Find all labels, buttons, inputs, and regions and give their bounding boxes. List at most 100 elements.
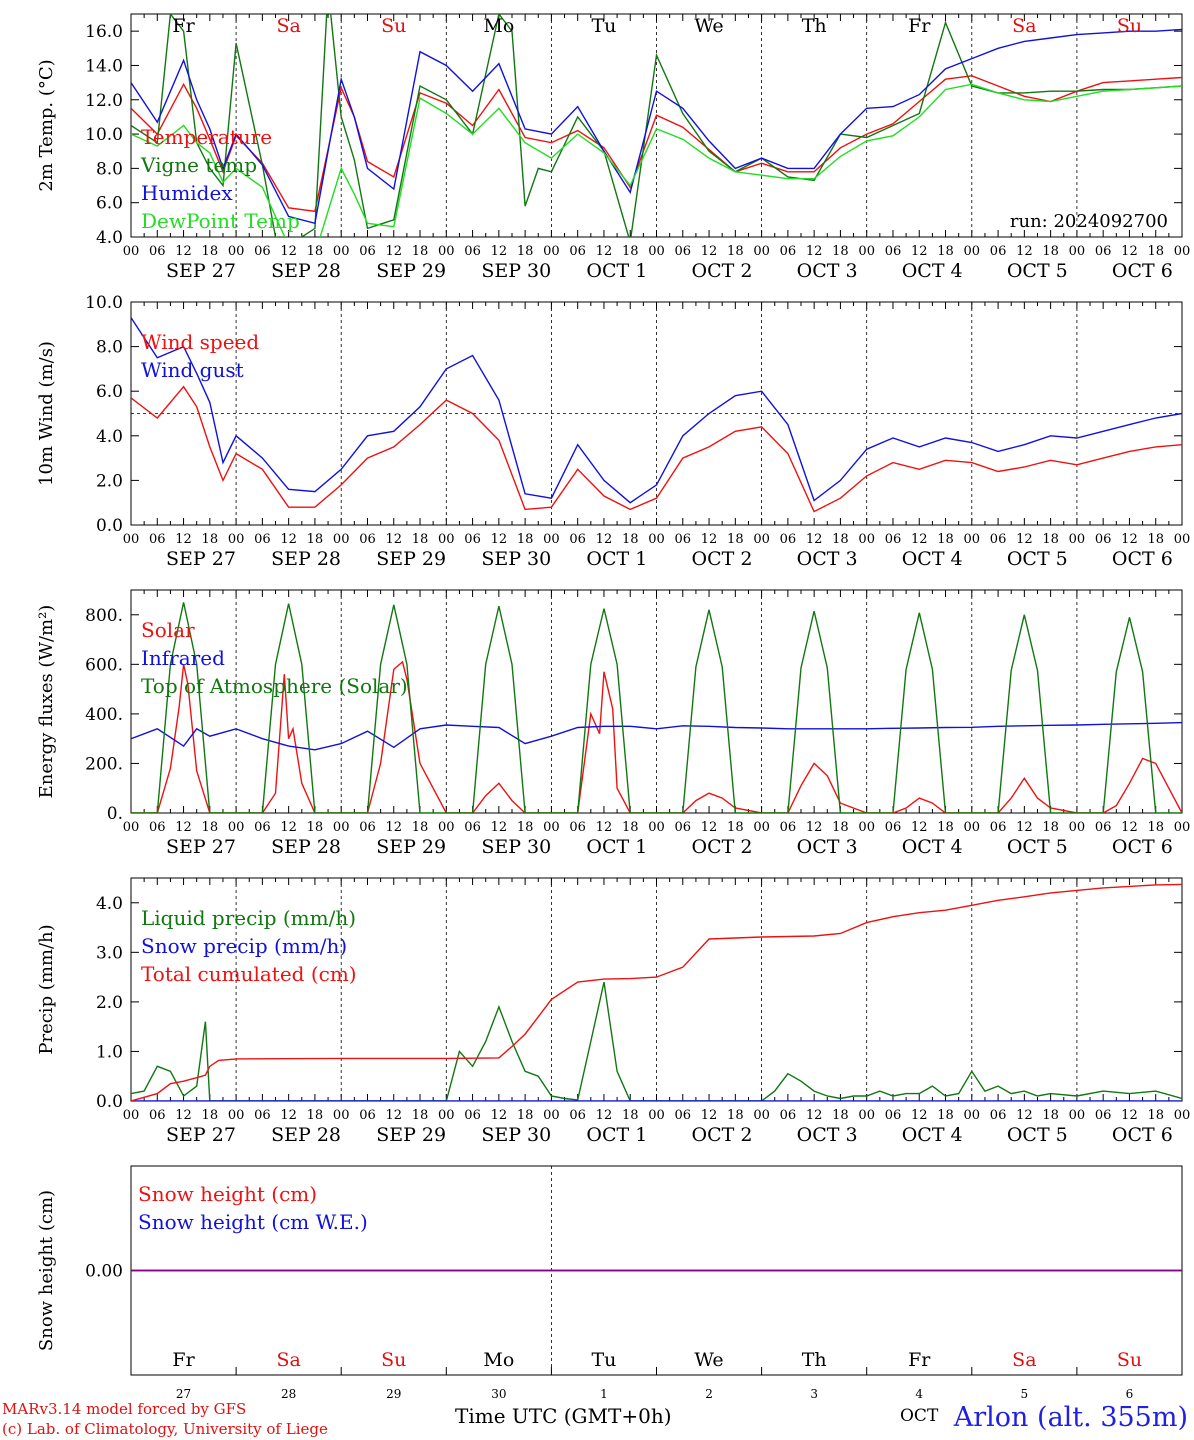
hour-tick-label: 06 (780, 532, 797, 547)
hour-tick-label: 18 (622, 244, 639, 259)
hour-tick-label: 18 (937, 1108, 954, 1123)
hour-tick-label: 12 (701, 244, 718, 259)
hour-tick-label: 06 (254, 1108, 271, 1123)
hour-tick-label: 18 (412, 532, 429, 547)
hour-tick-label: 00 (123, 532, 140, 547)
hour-tick-label: 12 (175, 1108, 192, 1123)
weekday-label: Tu (591, 15, 616, 37)
bottom-weekday-label: Mo (483, 1349, 514, 1371)
hour-tick-label: 18 (1042, 244, 1059, 259)
y-axis-label: Snow height (cm) (36, 1190, 57, 1351)
hour-tick-label: 00 (648, 244, 665, 259)
hour-tick-label: 18 (622, 532, 639, 547)
date-label: OCT 1 (586, 836, 647, 858)
y-tick-label: 4.0 (96, 228, 123, 248)
hour-tick-label: 12 (911, 820, 928, 835)
hour-tick-label: 18 (517, 532, 534, 547)
hour-tick-label: 12 (1016, 532, 1033, 547)
hour-tick-label: 18 (202, 1108, 219, 1123)
hour-tick-label: 00 (438, 532, 455, 547)
date-label: SEP 28 (271, 1124, 341, 1146)
legend-entry: Humidex (141, 181, 233, 205)
hour-tick-label: 00 (333, 244, 350, 259)
hour-tick-label: 00 (648, 1108, 665, 1123)
hour-tick-label: 00 (858, 244, 875, 259)
weekday-label: Mo (483, 15, 514, 37)
y-tick-label: 4.0 (96, 427, 123, 447)
bottom-weekday-label: Sa (276, 1349, 300, 1371)
hour-tick-label: 06 (1095, 1108, 1112, 1123)
bottom-date-number: 6 (1126, 1387, 1134, 1401)
hour-tick-label: 12 (701, 820, 718, 835)
hour-tick-label: 06 (885, 244, 902, 259)
hour-tick-label: 12 (175, 820, 192, 835)
legend-entry: Wind gust (141, 358, 244, 382)
date-label: SEP 27 (166, 1124, 236, 1146)
hour-tick-label: 18 (1042, 1108, 1059, 1123)
hour-tick-label: 00 (123, 1108, 140, 1123)
bottom-weekday-label: Sa (1012, 1349, 1036, 1371)
hour-tick-label: 12 (596, 820, 613, 835)
date-label: SEP 27 (166, 548, 236, 570)
hour-tick-label: 18 (832, 532, 849, 547)
hour-tick-label: 18 (622, 1108, 639, 1123)
hour-tick-label: 00 (964, 820, 981, 835)
hour-tick-label: 06 (990, 532, 1007, 547)
hour-tick-label: 00 (543, 820, 560, 835)
date-label: OCT 6 (1112, 836, 1173, 858)
series-liquid-precip-mm-h (131, 981, 1182, 1101)
station-label: Arlon (alt. 355m) (953, 1402, 1188, 1433)
date-label: OCT 2 (692, 260, 753, 282)
legend-entry: Total cumulated (cm) (141, 962, 357, 986)
date-label: SEP 27 (166, 836, 236, 858)
hour-tick-label: 18 (727, 820, 744, 835)
hour-tick-label: 06 (990, 1108, 1007, 1123)
legend-entry: Top of Atmosphere (Solar) (141, 674, 408, 698)
hour-tick-label: 18 (727, 532, 744, 547)
hour-tick-label: 06 (569, 244, 586, 259)
bottom-date-number: 5 (1021, 1387, 1029, 1401)
hour-tick-label: 12 (385, 820, 402, 835)
weekday-label: We (694, 15, 723, 37)
x-axis-caption: Time UTC (GMT+0h) (455, 1404, 672, 1428)
hour-tick-label: 06 (359, 244, 376, 259)
date-label: OCT 3 (797, 548, 858, 570)
date-label: OCT 3 (797, 836, 858, 858)
hour-tick-label: 00 (753, 1108, 770, 1123)
legend-entry: DewPoint Temp (141, 209, 300, 233)
hour-tick-label: 12 (701, 532, 718, 547)
hour-tick-label: 00 (858, 1108, 875, 1123)
hour-tick-label: 06 (885, 1108, 902, 1123)
legend-entry: Wind speed (141, 330, 259, 354)
hour-tick-label: 06 (780, 1108, 797, 1123)
hour-tick-label: 06 (675, 820, 692, 835)
hour-tick-label: 12 (1016, 244, 1033, 259)
legend-entry: Temperature (141, 125, 272, 149)
hour-tick-label: 12 (806, 820, 823, 835)
hour-tick-label: 06 (359, 820, 376, 835)
hour-tick-label: 06 (780, 244, 797, 259)
hour-tick-label: 00 (333, 1108, 350, 1123)
hour-tick-label: 18 (1042, 532, 1059, 547)
hour-tick-label: 18 (1147, 244, 1164, 259)
date-label: OCT 4 (902, 836, 963, 858)
date-label: OCT 1 (586, 1124, 647, 1146)
hour-tick-label: 00 (228, 532, 245, 547)
y-tick-label: 400. (85, 705, 123, 725)
date-label: OCT 3 (797, 260, 858, 282)
y-tick-label: 0.00 (85, 1262, 123, 1282)
bottom-weekday-label: We (694, 1349, 723, 1371)
hour-tick-label: 00 (438, 244, 455, 259)
legend-entry: Solar (141, 618, 195, 642)
bottom-weekday-label: Th (802, 1349, 827, 1371)
y-axis-label: 10m Wind (m/s) (36, 341, 57, 486)
date-label: SEP 30 (481, 548, 551, 570)
hour-tick-label: 18 (937, 244, 954, 259)
hour-tick-label: 12 (1121, 532, 1138, 547)
hour-tick-label: 18 (307, 820, 324, 835)
weekday-label: Su (1117, 15, 1142, 37)
hour-tick-label: 00 (123, 820, 140, 835)
hour-tick-label: 12 (385, 244, 402, 259)
bottom-weekday-label: Fr (172, 1349, 195, 1371)
hour-tick-label: 00 (858, 820, 875, 835)
